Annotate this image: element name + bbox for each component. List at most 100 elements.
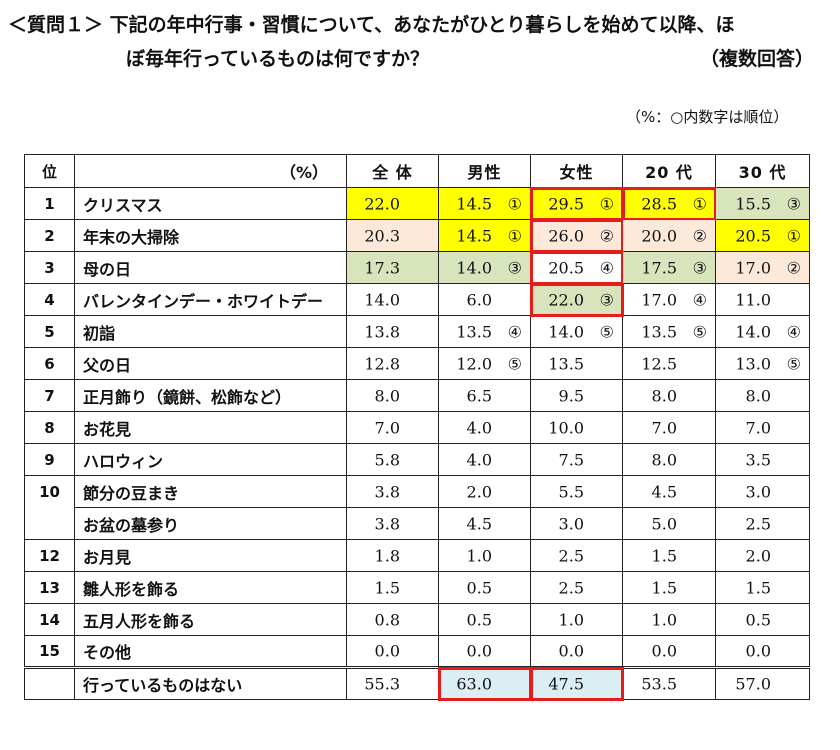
row-item-label: 行っているものはない — [74, 666, 347, 700]
rank-mark: ② — [786, 258, 801, 277]
cell-value: 2.5 — [745, 514, 771, 533]
value-cell: 8.0 — [622, 379, 716, 412]
row-rank: 14 — [24, 603, 75, 636]
value-cell: 10.0 — [530, 411, 623, 444]
cell-value: 5.8 — [374, 450, 400, 469]
row-item-label: 節分の豆まき — [74, 475, 347, 508]
value-cell: 1.0 — [438, 539, 531, 572]
cell-value: 2.0 — [466, 482, 492, 501]
value-cell: 13.5 — [530, 347, 623, 380]
cell-value: 15.5 — [735, 194, 771, 213]
value-cell: 57.0 — [715, 666, 810, 700]
value-cell: 9.5 — [530, 379, 623, 412]
rank-mark: ① — [692, 194, 707, 213]
cell-value: 12.0 — [456, 354, 492, 373]
row-item-label: 父の日 — [74, 347, 347, 380]
table-row: 5 初詣 13.8 13.5 ④ 14.0 ⑤ 13.5 ⑤ 14.0 ④ — [24, 315, 810, 348]
row-rank: 2 — [24, 219, 75, 252]
value-cell: 2.5 — [715, 507, 810, 540]
row-rank: 4 — [24, 283, 75, 316]
value-cell: 2.0 — [715, 539, 810, 572]
cell-value: 14.0 — [456, 258, 492, 277]
value-cell: 1.0 — [530, 603, 623, 636]
row-rank: 1 — [24, 187, 75, 220]
value-cell: 14.0 ④ — [715, 315, 810, 348]
table-row: 10 節分の豆まき 3.8 2.0 5.5 4.5 3.0 — [24, 475, 810, 508]
cell-value: 4.5 — [651, 482, 677, 501]
cell-value: 7.5 — [558, 450, 584, 469]
value-cell: 3.8 — [346, 507, 439, 540]
cell-value: 13.5 — [548, 354, 584, 373]
header-percent: （%） — [74, 154, 347, 188]
row-rank: 8 — [24, 411, 75, 444]
cell-value: 1.8 — [374, 546, 400, 565]
cell-value: 0.0 — [651, 641, 677, 661]
row-rank: 10 — [24, 475, 75, 508]
cell-value: 13.5 — [641, 322, 677, 341]
table-row: 15 その他 0.0 0.0 0.0 0.0 0.0 — [24, 635, 810, 668]
value-cell: 2.5 — [530, 539, 623, 572]
value-cell: 3.0 — [530, 507, 623, 540]
value-cell: 0.5 — [438, 603, 531, 636]
cell-value: 20.3 — [364, 226, 400, 245]
cell-value: 13.5 — [456, 322, 492, 341]
table-row: 4 バレンタインデー・ホワイトデー 14.0 6.0 22.0 ③ 17.0 ④ 11.0 — [24, 282, 810, 317]
cell-value: 11.0 — [735, 290, 771, 309]
cell-value: 12.5 — [641, 354, 677, 373]
value-cell: 14.5 ① — [438, 219, 531, 252]
row-rank — [24, 507, 75, 540]
row-item-label: 初詣 — [74, 315, 347, 348]
rank-mark: ④ — [507, 322, 522, 341]
cell-value: 13.8 — [364, 322, 400, 341]
cell-value: 4.0 — [466, 418, 492, 437]
value-cell: 0.0 — [530, 635, 623, 668]
cell-value: 14.0 — [548, 322, 584, 341]
value-cell: 1.0 — [622, 603, 716, 636]
value-cell: 1.5 — [622, 571, 716, 604]
value-cell: 4.5 — [622, 475, 716, 508]
cell-value: 0.5 — [466, 610, 492, 629]
question-line-1: ＜質問１＞ 下記の年中行事・習慣について、あなたがひとり暮らしを始めて以降、ほ — [8, 14, 735, 36]
value-cell: 3.5 — [715, 443, 810, 476]
value-cell: 1.8 — [346, 539, 439, 572]
rank-mark: ③ — [692, 258, 707, 277]
value-cell: 28.5 ① — [621, 186, 717, 221]
cell-value: 47.5 — [548, 674, 584, 694]
row-item-label: ハロウィン — [74, 443, 347, 476]
value-cell: 0.8 — [346, 603, 439, 636]
cell-value: 8.0 — [374, 386, 400, 405]
cell-value: 0.0 — [374, 641, 400, 661]
cell-value: 1.5 — [745, 578, 771, 597]
value-cell: 17.0 ② — [715, 251, 810, 284]
value-cell: 0.0 — [346, 635, 439, 668]
cell-value: 22.0 — [548, 290, 584, 309]
value-cell: 22.0 — [346, 187, 439, 220]
cell-value: 20.0 — [641, 226, 677, 245]
cell-value: 7.0 — [651, 418, 677, 437]
table-row: 14 五月人形を飾る 0.8 0.5 1.0 1.0 0.5 — [24, 603, 810, 636]
rank-mark: ③ — [599, 290, 614, 309]
value-cell: 13.0 ⑤ — [715, 347, 810, 380]
cell-value: 3.8 — [374, 514, 400, 533]
value-cell: 20.5 ④ — [529, 250, 624, 285]
row-rank: 13 — [24, 571, 75, 604]
table-row: 7 正月飾り（鏡餅、松飾など） 8.0 6.5 9.5 8.0 8.0 — [24, 379, 810, 412]
rank-mark: ⑤ — [692, 322, 707, 341]
rank-mark: ④ — [786, 322, 801, 341]
value-cell: 7.5 — [530, 443, 623, 476]
table-row: お盆の墓参り 3.8 4.5 3.0 5.0 2.5 — [24, 507, 810, 540]
cell-value: 5.0 — [651, 514, 677, 533]
table-row: 6 父の日 12.8 12.0 ⑤ 13.5 12.5 13.0 ⑤ — [24, 347, 810, 380]
rank-mark: ② — [692, 226, 707, 245]
cell-value: 8.0 — [651, 450, 677, 469]
cell-value: 3.0 — [558, 514, 584, 533]
value-cell: 0.5 — [438, 571, 531, 604]
table-row: 3 母の日 17.3 14.0 ③ 20.5 ④ 17.5 ③ 17.0 ② — [24, 250, 810, 285]
value-cell: 53.5 — [622, 666, 716, 700]
cell-value: 13.0 — [735, 354, 771, 373]
value-cell: 12.5 — [622, 347, 716, 380]
cell-value: 2.5 — [558, 546, 584, 565]
cell-value: 0.0 — [466, 641, 492, 661]
question-line-2: ぼ毎年行っているものは何ですか？ — [126, 48, 430, 70]
rank-mark: ⑤ — [599, 322, 614, 341]
